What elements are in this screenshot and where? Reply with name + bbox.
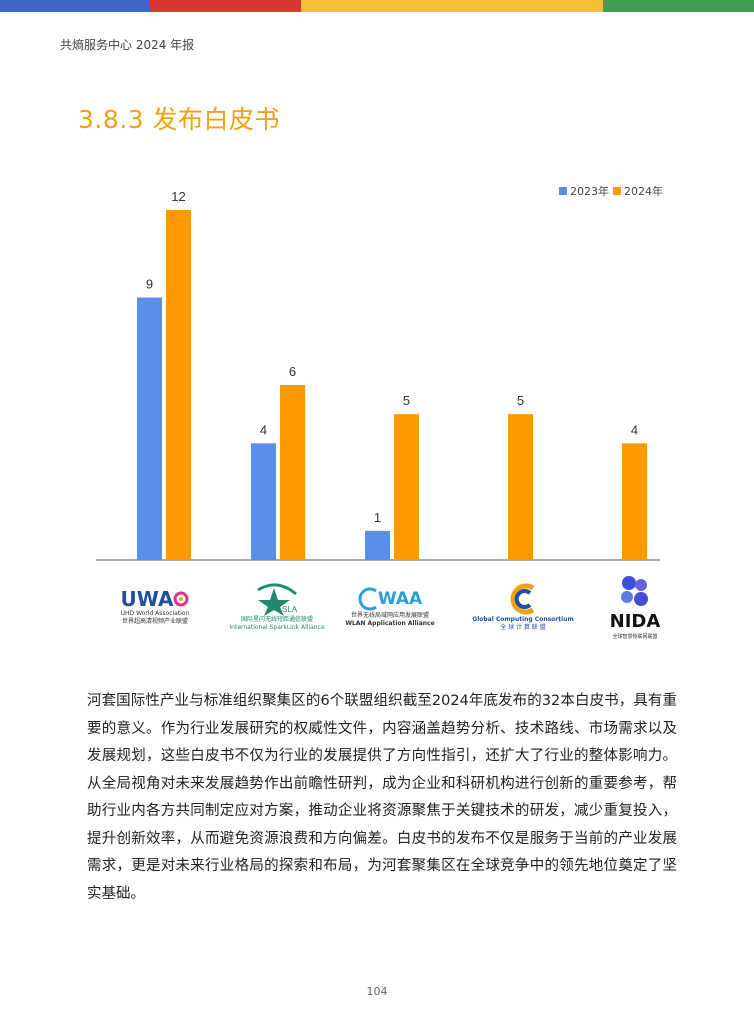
svg-text:SLA: SLA: [282, 605, 298, 614]
sparklink-logo-cn: 国际星闪无线短距通信联盟: [240, 616, 313, 623]
sparklink-logo-en: International SparkLink Alliance: [229, 624, 325, 631]
uwa-swirl-icon: [173, 591, 189, 607]
data-label-sparklink-2024: 6: [289, 364, 296, 379]
data-label-gcc-2024: 5: [517, 393, 524, 408]
gcc-ring-icon: [510, 583, 535, 615]
alliance-logo-row: UWA UHD World Association 世界超高清视频产业联盟 SL…: [0, 572, 754, 642]
data-label-uwa-2023: 9: [146, 277, 153, 292]
top-color-bar: [0, 0, 754, 12]
body-paragraph: 河套国际性产业与标准组织聚集区的6个联盟组织截至2024年底发布的32本白皮书，…: [87, 693, 677, 902]
uwa-logo-en: UHD World Association: [120, 610, 190, 617]
bar-uwa-2023: [137, 297, 162, 560]
uwa-logo-name: UWA: [120, 587, 174, 611]
waa-logo-cn: 世界无线局域网应用发展联盟: [350, 612, 429, 619]
sparklink-logo: SLA 国际星闪无线短距通信联盟 International SparkLink…: [222, 572, 332, 642]
whitepaper-bar-chart: 9 12 4 6 1 5 5 4 2023年 2024年: [96, 184, 663, 561]
top-bar-green: [603, 0, 754, 12]
legend-label-1: 2024年: [624, 184, 663, 198]
top-bar-yellow: [301, 0, 603, 12]
nida-logo: NIDA 全球智慧物联网联盟: [580, 572, 690, 642]
data-label-waa-2024: 5: [403, 393, 410, 408]
nida-logo-cn: 全球智慧物联网联盟: [612, 634, 658, 640]
gcc-logo-en: Global Computing Consortium: [472, 616, 574, 623]
nida-dots-icon: [621, 576, 648, 606]
bar-waa-2024: [394, 414, 419, 560]
gcc-logo-cn: 全 球 计 算 联 盟: [500, 624, 546, 631]
waa-wave-icon: [358, 587, 377, 611]
gcc-logo: Global Computing Consortium 全 球 计 算 联 盟: [468, 572, 578, 642]
waa-logo: WAA 世界无线局域网应用发展联盟 WLAN Application Allia…: [335, 572, 445, 642]
uwa-logo: UWA UHD World Association 世界超高清视频产业联盟: [100, 572, 210, 642]
data-label-uwa-2024: 12: [171, 189, 185, 204]
bar-nida-2024: [622, 443, 647, 560]
legend-label-0: 2023年: [570, 184, 609, 198]
bar-uwa-2024: [166, 210, 191, 560]
data-label-sparklink-2023: 4: [260, 422, 267, 437]
report-header: 共熵服务中心 2024 年报: [60, 38, 195, 52]
waa-logo-en: WLAN Application Alliance: [345, 620, 435, 627]
bar-sparklink-2024: [280, 385, 305, 560]
bar-gcc-2024: [508, 414, 533, 560]
data-label-waa-2023: 1: [374, 510, 381, 525]
top-bar-red: [150, 0, 301, 12]
data-label-nida-2024: 4: [631, 422, 638, 437]
waa-logo-name: WAA: [377, 589, 423, 609]
bar-sparklink-2023: [251, 443, 276, 560]
section-title: 3.8.3 发布白皮书: [78, 105, 281, 134]
bar-waa-2023: [365, 530, 390, 560]
top-bar-blue: [0, 0, 150, 12]
page-number: 104: [366, 985, 388, 998]
legend-swatch-1: [613, 187, 621, 195]
uwa-logo-cn: 世界超高清视频产业联盟: [121, 618, 188, 625]
sparklink-star-icon: SLA: [257, 583, 298, 616]
nida-logo-name: NIDA: [609, 611, 661, 632]
legend-swatch-0: [559, 187, 567, 195]
